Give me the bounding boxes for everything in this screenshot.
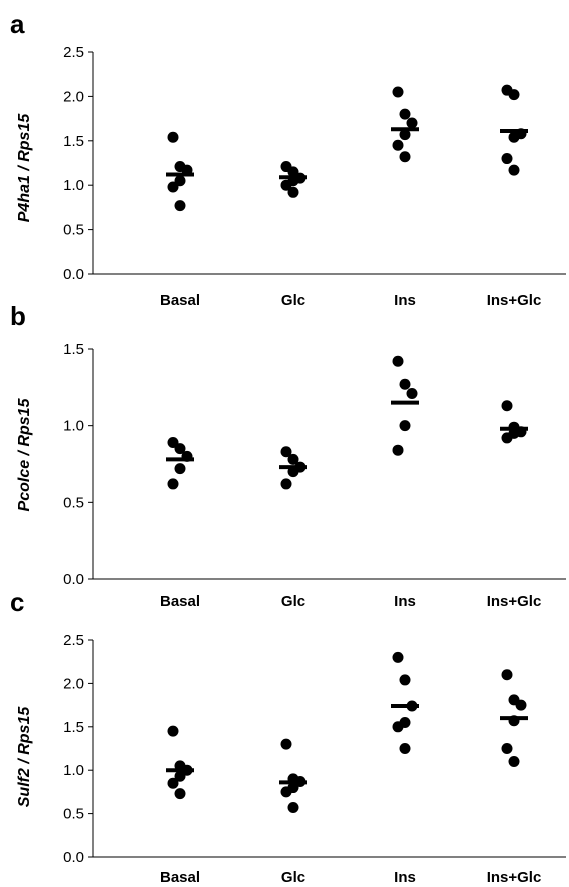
y-tick-label: 1.5 — [63, 341, 84, 358]
y-tick-label: 2.5 — [63, 632, 84, 649]
category-label: Basal — [160, 593, 200, 610]
panel-b-letter: b — [10, 301, 26, 331]
data-point — [399, 108, 411, 120]
data-point — [501, 432, 513, 444]
category-label: Ins+Glc — [487, 869, 542, 886]
data-point — [287, 186, 299, 198]
data-point — [167, 725, 179, 737]
data-point — [392, 721, 404, 733]
category-label: Ins — [394, 869, 416, 886]
data-point — [174, 788, 186, 800]
panel-c-letter: c — [10, 587, 24, 617]
category-label: Basal — [160, 869, 200, 886]
y-tick-label: 1.0 — [63, 177, 84, 194]
data-point — [174, 770, 186, 782]
data-point — [501, 153, 513, 165]
data-point — [167, 131, 179, 143]
panel-b: b Pcolce / Rps15 0.0 0.5 1.0 1.5 Basal Glc Ins… — [10, 301, 566, 610]
y-tick-label: 1.5 — [63, 719, 84, 736]
y-tick-label: 0.5 — [63, 806, 84, 823]
y-tick-label: 2.0 — [63, 88, 84, 105]
data-point — [508, 756, 520, 768]
panel-a-y-axis-title: P4ha1 / Rps15 — [16, 113, 33, 223]
data-point — [280, 446, 292, 458]
data-point — [167, 777, 179, 789]
category-label: Ins — [394, 292, 416, 309]
data-point — [280, 786, 292, 798]
data-point — [280, 738, 292, 750]
data-point — [399, 151, 411, 163]
data-point — [287, 802, 299, 814]
category-label: Glc — [281, 869, 305, 886]
data-point — [167, 478, 179, 490]
data-point — [174, 200, 186, 212]
data-point — [501, 400, 513, 412]
y-tick-label: 0.0 — [63, 849, 84, 866]
data-point — [406, 117, 418, 129]
category-label: Glc — [281, 593, 305, 610]
data-point — [392, 139, 404, 151]
y-tick-label: 2.5 — [63, 44, 84, 61]
data-point — [280, 179, 292, 191]
panel-b-y-axis-title: Pcolce / Rps15 — [16, 397, 33, 511]
category-label: Ins+Glc — [487, 292, 542, 309]
data-point — [392, 86, 404, 98]
data-point — [167, 181, 179, 193]
y-tick-label: 0.5 — [63, 222, 84, 239]
y-tick-label: 0.5 — [63, 494, 84, 511]
data-point — [399, 378, 411, 390]
data-point — [399, 420, 411, 432]
data-point — [515, 699, 527, 711]
y-tick-label: 1.5 — [63, 133, 84, 150]
y-tick-label: 0.0 — [63, 266, 84, 283]
category-label: Glc — [281, 292, 305, 309]
data-point — [174, 443, 186, 455]
data-point — [392, 355, 404, 367]
data-point — [508, 164, 520, 176]
data-point — [501, 743, 513, 754]
data-point — [399, 743, 411, 754]
panel-c-y-axis-title: Sulf2 / Rps15 — [16, 706, 33, 808]
panel-a-letter: a — [10, 9, 25, 39]
data-point — [280, 478, 292, 490]
category-label: Ins+Glc — [487, 593, 542, 610]
category-label: Ins — [394, 593, 416, 610]
data-point — [392, 651, 404, 663]
data-point — [392, 444, 404, 456]
panel-a: a P4ha1 / Rps15 0.0 0.5 1.0 1.5 2.0 2.5 Basal G… — [10, 9, 566, 309]
data-point — [399, 674, 411, 686]
y-tick-label: 0.0 — [63, 571, 84, 588]
data-point — [501, 669, 513, 681]
category-label: Basal — [160, 292, 200, 309]
data-point — [406, 387, 418, 399]
data-point — [399, 129, 411, 141]
y-tick-label: 1.0 — [63, 418, 84, 435]
panel-c: c Sulf2 / Rps15 0.0 0.5 1.0 1.5 2.0 2.5 Basal G… — [10, 587, 566, 886]
y-tick-label: 2.0 — [63, 675, 84, 692]
data-point — [174, 463, 186, 475]
y-tick-label: 1.0 — [63, 762, 84, 779]
data-point — [508, 131, 520, 143]
data-point — [287, 453, 299, 465]
data-point — [508, 89, 520, 101]
